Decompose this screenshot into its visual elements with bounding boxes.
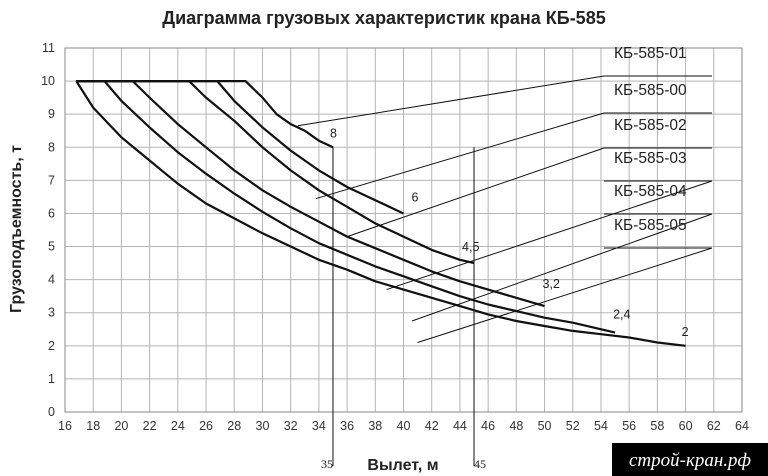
x-axis-label: Вылет, м [367, 457, 438, 474]
load-curves: 8 6 4,5 3,2 2,4 2 [75, 80, 689, 347]
y-tick-label-6: 6 [48, 206, 55, 220]
x-tick-label-2: 20 [114, 419, 128, 433]
grid-lines [64, 47, 743, 413]
legend-label-2: КБ-585-00 [614, 82, 687, 99]
curve-end-label-2: 6 [412, 190, 419, 204]
x-tick-label-13: 42 [425, 419, 439, 433]
watermark: строй-кран.рф [612, 443, 768, 476]
distance-markers: 35 45 [321, 147, 486, 471]
legend-leader-5 [411, 213, 713, 322]
curve-end-label-6: 2 [682, 325, 689, 339]
x-tick-label-24: 64 [735, 419, 749, 433]
curve-4 [76, 80, 545, 308]
x-tick-label-9: 34 [312, 419, 326, 433]
curve-end-label-3: 4,5 [462, 240, 479, 254]
curve-6 [75, 80, 686, 347]
curve-1 [76, 80, 334, 149]
x-tick-label-17: 50 [538, 419, 552, 433]
y-tick-label-5: 5 [48, 240, 55, 254]
curve-end-label-4: 3,2 [543, 277, 560, 291]
legend-label-6: КБ-585-05 [614, 217, 687, 234]
y-tick-label-11: 11 [42, 41, 55, 55]
y-tick-label-10: 10 [41, 74, 55, 88]
x-tick-label-8: 32 [284, 419, 298, 433]
x-tick-label-14: 44 [453, 419, 467, 433]
curve-2 [76, 80, 404, 215]
legend-leader-1 [297, 75, 605, 127]
x-tick-label-10: 36 [340, 419, 354, 433]
x-tick-label-16: 48 [509, 419, 523, 433]
x-tick-label-19: 54 [594, 419, 608, 433]
legend-label-4: КБ-585-03 [614, 150, 687, 167]
x-tick-label-5: 26 [199, 419, 213, 433]
y-tick-label-4: 4 [48, 273, 55, 287]
plot-frame [64, 47, 743, 413]
watermark-background [612, 443, 768, 476]
x-tick-label-1: 18 [86, 419, 100, 433]
y-tick-label-1: 1 [48, 372, 55, 386]
legend: КБ-585-01 КБ-585-00 КБ-585-02 КБ-585-03 КБ-5… [297, 45, 713, 343]
legend-label-5: КБ-585-04 [614, 183, 687, 200]
x-tick-label-6: 28 [227, 419, 241, 433]
y-tick-label-7: 7 [48, 173, 55, 187]
x-tick-label-23: 62 [707, 419, 721, 433]
curve-3 [76, 80, 475, 265]
x-tick-label-15: 46 [481, 419, 495, 433]
x-tick-label-20: 56 [622, 419, 636, 433]
x-tick-label-3: 22 [143, 419, 157, 433]
marker-label-0: 35 [321, 457, 333, 471]
curve-end-label-1: 8 [330, 126, 337, 140]
legend-leader-3 [346, 147, 605, 238]
x-tick-label-11: 38 [368, 419, 382, 433]
x-tick-label-18: 52 [566, 419, 580, 433]
x-tick-label-21: 58 [650, 419, 664, 433]
curve-5 [76, 80, 616, 334]
y-tick-label-8: 8 [48, 140, 55, 154]
curve-end-label-5: 2,4 [613, 308, 630, 322]
legend-leader-4 [386, 180, 713, 291]
watermark-text: строй-кран.рф [629, 450, 751, 471]
marker-label-1: 45 [474, 457, 486, 471]
x-tick-label-4: 24 [171, 419, 185, 433]
x-tick-label-22: 60 [679, 419, 693, 433]
chart-title: Диаграмма грузовых характеристик крана К… [162, 8, 605, 28]
x-tick-label-7: 30 [256, 419, 270, 433]
y-tick-label-9: 9 [48, 107, 55, 121]
legend-leader-2 [315, 112, 605, 200]
tick-labels: 16 18 20 22 24 26 28 30 32 34 36 38 40 42 44 46 48 50 52 54… [41, 41, 749, 433]
legend-leader-6 [417, 247, 713, 343]
y-tick-label-0: 0 [48, 405, 55, 419]
legend-label-3: КБ-585-02 [614, 117, 687, 134]
y-axis-label: Грузоподъемность, т [8, 145, 25, 313]
x-tick-label-0: 16 [58, 419, 72, 433]
x-tick-label-12: 40 [397, 419, 411, 433]
y-tick-label-2: 2 [48, 339, 55, 353]
legend-label-1: КБ-585-01 [614, 45, 687, 62]
y-tick-label-3: 3 [48, 306, 55, 320]
